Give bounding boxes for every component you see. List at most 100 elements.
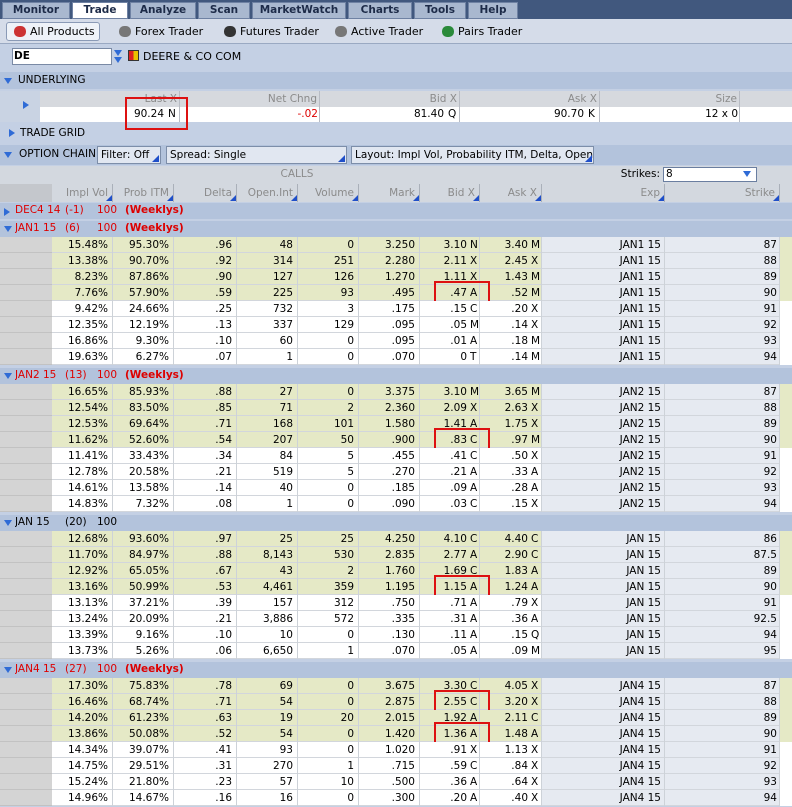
sort-marker [167, 195, 173, 201]
symbol-input[interactable]: DE [12, 48, 112, 65]
bid-exchange: A [470, 548, 480, 563]
group-weeklys: (Weeklys) [125, 203, 195, 218]
cell-divider [779, 448, 780, 464]
cell: .335 [359, 612, 415, 627]
column-header[interactable]: Exp [542, 186, 660, 201]
exp: JAN2 15 [542, 433, 661, 448]
strike: 89 [665, 564, 777, 579]
ask-exchange: X [531, 302, 541, 317]
row-gutter [0, 269, 52, 285]
cell: 207 [237, 433, 293, 448]
cell: 1.580 [359, 417, 415, 432]
strike: 93 [665, 775, 777, 790]
tab[interactable]: Tools [414, 2, 466, 19]
cell-divider [779, 742, 780, 758]
section-title: OPTION CHAIN [19, 147, 99, 162]
select-arrow[interactable] [743, 171, 751, 177]
cell: 10 [237, 628, 293, 643]
cell: .92 [174, 254, 232, 269]
exp: JAN1 15 [542, 286, 661, 301]
cell: .095 [359, 334, 415, 349]
cell: 0 [298, 334, 354, 349]
cell: 314 [237, 254, 293, 269]
toolbar-item[interactable]: Active Trader [351, 24, 447, 39]
cell: 20.58% [113, 465, 169, 480]
dropdown[interactable]: Spread: Single [166, 146, 347, 164]
bid-exchange: M [470, 385, 480, 400]
column-header[interactable]: Volume [298, 186, 354, 201]
strike: 93 [665, 334, 777, 349]
expand-toggle[interactable] [4, 152, 12, 158]
cell: 5 [298, 449, 354, 464]
cell: 85.93% [113, 385, 169, 400]
column-header: Net Chng [180, 92, 318, 107]
tab[interactable]: MarketWatch [252, 2, 346, 19]
column-header[interactable]: Open.Int [237, 186, 293, 201]
column-header[interactable]: Ask X [480, 186, 537, 201]
cell: .750 [359, 596, 415, 611]
expand-toggle[interactable] [9, 129, 15, 137]
strike: 92 [665, 759, 777, 774]
cell: 60 [237, 334, 293, 349]
cell: 1 [298, 644, 354, 659]
tab[interactable]: Scan [198, 2, 250, 19]
tab[interactable]: Analyze [130, 2, 196, 19]
expand-toggle[interactable] [23, 101, 29, 109]
expand-toggle[interactable] [4, 373, 12, 379]
column-header[interactable]: Impl Vol [52, 186, 108, 201]
cell: 2 [298, 564, 354, 579]
cell-divider [779, 317, 780, 333]
row-gutter [0, 384, 52, 400]
symbol-arrow[interactable] [114, 57, 122, 63]
symbol-arrow[interactable] [114, 50, 122, 56]
sort-marker [473, 195, 479, 201]
strike: 91 [665, 743, 777, 758]
cell-divider [779, 643, 780, 659]
ask-exchange: X [531, 759, 541, 774]
cell-divider [779, 531, 780, 547]
cell: 0 [298, 497, 354, 512]
cell: 359 [298, 580, 354, 595]
strike: 91 [665, 596, 777, 611]
cell: 0 [298, 238, 354, 253]
expand-toggle[interactable] [4, 520, 12, 526]
exp: JAN1 15 [542, 270, 661, 285]
exp: JAN2 15 [542, 449, 661, 464]
cell: 14.83% [52, 497, 108, 512]
cell: 2.015 [359, 711, 415, 726]
tab[interactable]: Charts [348, 2, 412, 19]
expand-toggle[interactable] [4, 226, 12, 232]
column-header[interactable]: Prob ITM [113, 186, 169, 201]
group-label: JAN1 15 [15, 221, 61, 236]
cell: .10 [174, 334, 232, 349]
group-multiplier: 100 [97, 221, 123, 236]
section-title[interactable]: TRADE GRID [20, 126, 140, 141]
cell: .31 [174, 759, 232, 774]
toolbar-item[interactable]: Futures Trader [240, 24, 336, 39]
toolbar-item[interactable]: Pairs Trader [458, 24, 554, 39]
toolbar-icon [119, 26, 131, 37]
cell: 11.70% [52, 548, 108, 563]
toolbar-item[interactable]: All Products [30, 24, 126, 39]
expand-toggle[interactable] [4, 208, 10, 216]
tab[interactable]: Monitor [2, 2, 70, 19]
cell: 5.26% [113, 644, 169, 659]
ask: .15 [480, 628, 528, 643]
column-header[interactable]: Delta [174, 186, 232, 201]
tab[interactable]: Trade [72, 2, 128, 19]
row-gutter [0, 416, 52, 432]
expand-toggle[interactable] [4, 667, 12, 673]
exp: JAN 15 [542, 596, 661, 611]
column-header[interactable]: Bid X [420, 186, 475, 201]
bid-exchange: C [470, 449, 480, 464]
toolbar-item[interactable]: Forex Trader [135, 24, 231, 39]
column-header[interactable]: Mark [359, 186, 415, 201]
cell: 3 [298, 302, 354, 317]
cell: 1.760 [359, 564, 415, 579]
tab[interactable]: Help [468, 2, 518, 19]
dropdown[interactable]: Layout: Impl Vol, Probability ITM, Delta… [351, 146, 594, 164]
column-header[interactable]: Strike [665, 186, 775, 201]
ask: 1.13 [480, 743, 528, 758]
cell: 13.38% [52, 254, 108, 269]
expand-toggle[interactable] [4, 78, 12, 84]
